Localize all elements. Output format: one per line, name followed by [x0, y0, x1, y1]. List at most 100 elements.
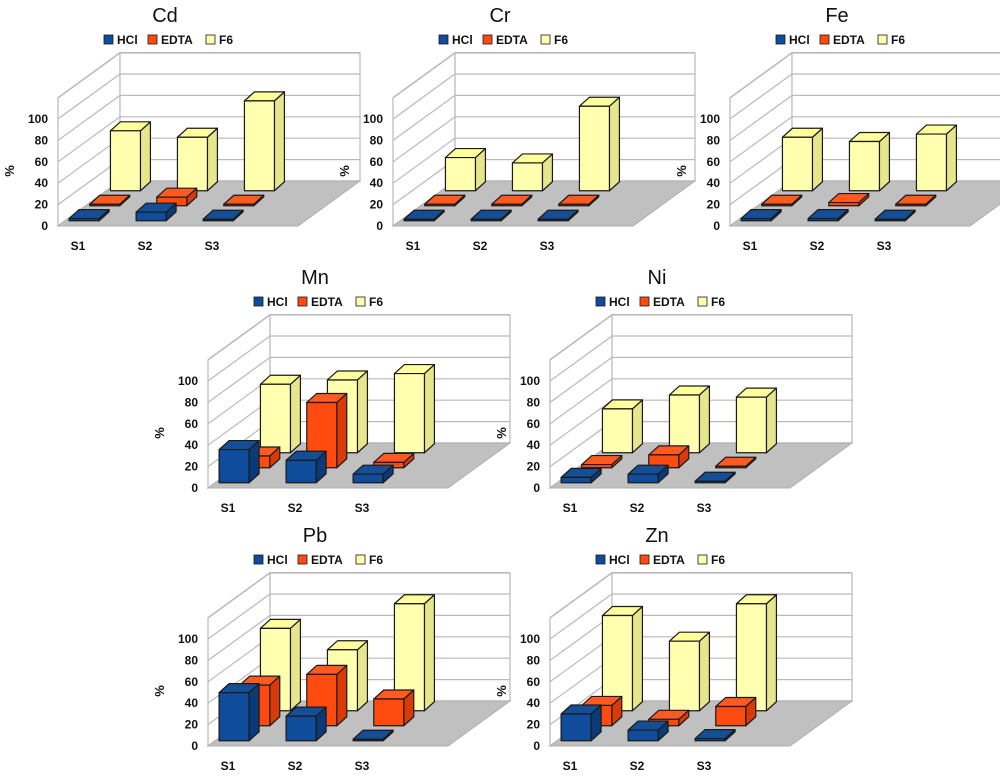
bar-edta-s3 [715, 456, 757, 469]
x-tick-label: S1 [563, 759, 578, 773]
legend-label-f6: F6 [369, 295, 383, 309]
legend-label-f6: F6 [711, 553, 725, 567]
gridline [549, 571, 852, 619]
bar-front [601, 408, 634, 454]
bar-front [373, 698, 405, 727]
bars [218, 363, 436, 484]
legend-swatch-edta [147, 34, 158, 45]
chart-title: Mn [301, 267, 329, 289]
y-tick-label: 40 [707, 176, 721, 190]
bar-hcl-s2 [627, 464, 669, 484]
bar-hcl-s1 [740, 209, 782, 222]
bar-side [811, 127, 824, 192]
bar-hcl-s3 [202, 209, 244, 222]
bar-hcl-s1 [218, 683, 260, 742]
chart-panel-pb: Pb HCl EDTA F6 0 20 40 60 80 100% S1 S2 S3 [150, 520, 512, 778]
y-axis: 0 20 40 60 80 100 [28, 112, 48, 233]
legend-item-f6: F6 [697, 295, 725, 309]
bar-front [218, 692, 250, 742]
x-tick-label: S3 [697, 501, 712, 515]
bar-side [765, 387, 778, 454]
bar-side [139, 121, 152, 192]
chart-panel-zn: Zn HCl EDTA F6 0 20 40 60 80 100% S1 S2 S3 [492, 520, 854, 778]
y-tick-label: 40 [35, 176, 49, 190]
chart-panel-cr: Cr HCl EDTA F6 0 20 40 60 80 100% S1 S2 S3 [335, 0, 697, 258]
legend-label-edta: EDTA [311, 295, 343, 309]
legend-item-hcl: HCl [595, 295, 630, 309]
y-tick-label: 60 [185, 675, 199, 689]
y-axis-label: % [152, 427, 167, 439]
legend-item-hcl: HCl [253, 295, 288, 309]
y-tick-label: 40 [527, 696, 541, 710]
bar-front [285, 459, 317, 484]
y-tick-label: 80 [370, 133, 384, 147]
x-tick-label: S1 [71, 239, 86, 253]
y-axis-label: % [337, 165, 352, 177]
chart-panel-cd: Cd HCl EDTA F6 0 20 40 60 80 100% S1 S2 S3 [0, 0, 362, 258]
bar-edta-s2 [491, 194, 533, 207]
x-tick-label: S1 [221, 759, 236, 773]
y-tick-label: 20 [35, 198, 49, 212]
bars [560, 385, 778, 484]
y-tick-label: 60 [707, 155, 721, 169]
x-tick-label: S1 [743, 239, 758, 253]
legend: HCl EDTA F6 [438, 33, 568, 47]
legend-item-f6: F6 [355, 295, 383, 309]
y-axis-label: % [152, 685, 167, 697]
legend-label-edta: EDTA [833, 33, 865, 47]
bars [403, 96, 621, 222]
gridline [549, 335, 852, 382]
chart-panel-fe: Fe HCl EDTA F6 0 20 40 60 80 100% S1 S2 S3 [672, 0, 1000, 258]
bar-front [781, 136, 814, 192]
chart-panel-ni: Ni HCl EDTA F6 0 20 40 60 80 100% S1 S2 S3 [492, 262, 854, 520]
y-tick-label: 80 [185, 395, 199, 409]
legend-label-edta: EDTA [496, 33, 528, 47]
legend-item-edta: EDTA [639, 295, 685, 309]
bar-front [393, 372, 426, 454]
y-tick-label: 80 [527, 653, 541, 667]
legend-item-hcl: HCl [103, 33, 138, 47]
bar-edta-s1 [581, 454, 623, 469]
bar-f6-s3 [735, 594, 778, 712]
chart-zn: Zn HCl EDTA F6 0 20 40 60 80 100% S1 S2 S3 [494, 525, 854, 773]
gridline [392, 73, 695, 120]
bar-front [578, 105, 611, 192]
bar-hcl-s3 [874, 209, 916, 222]
gridline [57, 51, 360, 99]
bar-edta-s1 [89, 194, 131, 207]
y-tick-label: 100 [363, 112, 383, 126]
gridline [207, 313, 510, 361]
legend-label-hcl: HCl [267, 295, 288, 309]
chart-fe: Fe HCl EDTA F6 0 20 40 60 80 100% S1 S2 S3 [674, 5, 1000, 253]
y-tick-label: 60 [527, 675, 541, 689]
chart-title: Zn [645, 525, 668, 547]
bars [68, 91, 286, 222]
legend-item-edta: EDTA [297, 553, 343, 567]
gridline [729, 116, 1000, 163]
bar-front [135, 211, 167, 222]
legend: HCl EDTA F6 [103, 33, 233, 47]
bar-side [356, 640, 369, 712]
y-tick-label: 80 [35, 133, 49, 147]
bar-front [285, 715, 317, 742]
y-tick-label: 60 [527, 417, 541, 431]
bar-front [560, 476, 592, 484]
chart-panel-mn: Mn HCl EDTA F6 0 20 40 60 80 100% S1 S2 S3 [150, 262, 512, 520]
bar-f6-s2 [848, 131, 891, 192]
bars [560, 594, 778, 742]
chart-cr: Cr HCl EDTA F6 0 20 40 60 80 100% S1 S2 S3 [337, 5, 697, 253]
bar-side [698, 631, 711, 712]
y-tick-label: 100 [28, 112, 48, 126]
legend-swatch-f6 [877, 34, 888, 45]
bar-side [608, 96, 621, 192]
y-tick-label: 20 [185, 718, 199, 732]
bar-side [423, 363, 436, 454]
legend-label-edta: EDTA [653, 295, 685, 309]
bar-hcl-s2 [285, 450, 327, 484]
legend-label-hcl: HCl [452, 33, 473, 47]
legend-item-f6: F6 [540, 33, 568, 47]
bar-hcl-s1 [560, 704, 602, 742]
chart-cd: Cd HCl EDTA F6 0 20 40 60 80 100% S1 S2 S3 [2, 5, 362, 253]
bar-front [715, 705, 747, 727]
bar-f6-s2 [511, 153, 554, 192]
